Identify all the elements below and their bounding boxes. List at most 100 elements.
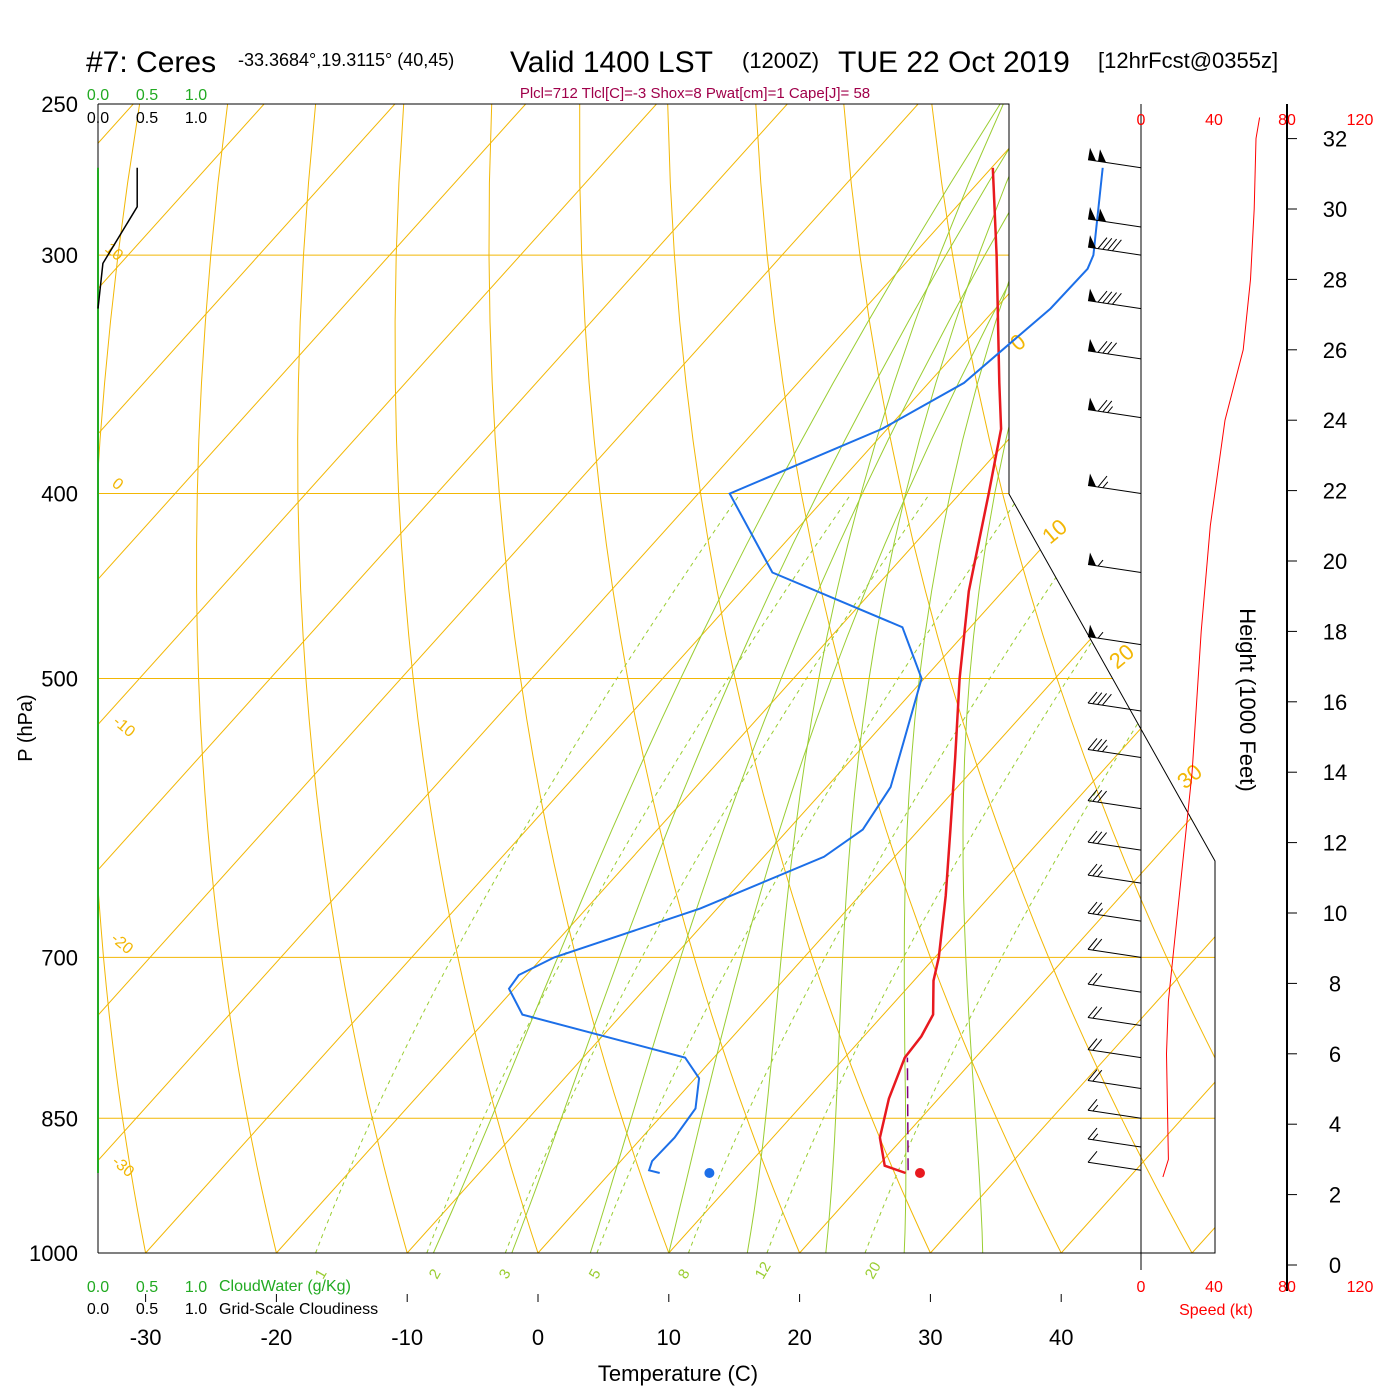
wind-barb-flag — [1088, 624, 1096, 638]
isotherm-label: -20 — [107, 930, 136, 958]
wind-barb-full — [1097, 790, 1107, 803]
cloudwater-label: CloudWater (g/Kg) — [219, 1278, 351, 1295]
wind-barb-half — [1107, 406, 1113, 413]
height-tick-label: 18 — [1323, 619, 1347, 644]
wind-speed-profile-line — [1162, 117, 1261, 1178]
speed-tick-label: 40 — [1205, 1279, 1223, 1296]
dry-adiabat-line — [843, 104, 1193, 1253]
wind-barb-full — [1092, 1069, 1103, 1082]
dry-adiabat-line — [1372, 104, 1400, 1253]
wind-barbs — [1087, 147, 1142, 1171]
wind-barb-full — [1087, 1006, 1098, 1018]
wind-barb-flag — [1098, 208, 1106, 222]
wind-barb-shaft — [1087, 1080, 1142, 1090]
moist-adiabat-line — [825, 104, 1040, 1253]
wind-barb-full — [1092, 864, 1103, 877]
wind-barb-full — [1092, 738, 1103, 751]
speed-tick-label: 80 — [1278, 1279, 1296, 1296]
wind-barb-full — [1097, 739, 1107, 752]
speed-axis-label: Speed (kt) — [1179, 1302, 1253, 1319]
wind-barb-full — [1097, 832, 1107, 844]
wind-barb-full — [1092, 1039, 1103, 1051]
cloudwater-tick-label: 0.5 — [136, 1279, 158, 1296]
indices-line: Plcl=712 Tlcl[C]=-3 Shox=8 Pwat[cm]=1 Ca… — [520, 85, 870, 102]
height-tick-label: 6 — [1329, 1042, 1341, 1067]
isotherm-label: 10 — [1037, 514, 1072, 549]
wind-barb-half — [1097, 870, 1103, 877]
wind-barb-full — [1097, 399, 1108, 412]
station-title: #7: Ceres — [86, 46, 216, 79]
wind-barb-shaft — [1087, 159, 1142, 169]
wind-barb-shaft — [1087, 1161, 1142, 1171]
wind-barb-full — [1087, 1098, 1098, 1111]
wind-barb-full — [1087, 1038, 1098, 1050]
wind-barb-flag — [1088, 397, 1096, 411]
cloudwater-tick-label: 0.0 — [87, 87, 109, 104]
height-tick-label: 30 — [1323, 197, 1347, 222]
header: #7: Ceres -33.3684°,19.3115° (40,45) Val… — [86, 46, 1278, 102]
wind-barb-shaft — [1087, 300, 1142, 310]
wind-barb-full — [1112, 239, 1122, 252]
dry-adiabat-line — [98, 104, 147, 1253]
speed-tick-label: 120 — [1347, 1279, 1374, 1296]
mixing-ratio-label: 5 — [586, 1266, 605, 1282]
dry-adiabat-line — [297, 104, 408, 1253]
profiles — [97, 167, 1104, 1179]
wind-barb-full — [1092, 1006, 1103, 1019]
wind-barb-full — [1097, 341, 1108, 353]
height-tick-label: 32 — [1323, 127, 1347, 152]
surface-dewpoint-marker — [704, 1168, 715, 1179]
wind-barb-full — [1087, 830, 1098, 843]
wind-barb-full — [1087, 1150, 1098, 1163]
height-tick-label: 12 — [1323, 831, 1347, 856]
temperature-tick-label: -20 — [261, 1325, 293, 1350]
wind-barb-shaft — [1087, 800, 1142, 810]
pressure-tick-label: 500 — [41, 667, 78, 692]
wind-barb-full — [1107, 238, 1117, 251]
wind-barb-flag — [1098, 149, 1106, 163]
wind-barb-full — [1102, 291, 1113, 304]
cloudwater-tick-label: 1.0 — [185, 87, 207, 104]
wind-barb-half — [1092, 1133, 1099, 1141]
wind-barb-full — [1087, 691, 1098, 704]
moist-adiabat-line — [511, 104, 1037, 1253]
wind-barb-shaft — [1087, 749, 1142, 758]
cloudwater-tick-label: 0.0 — [87, 1279, 109, 1296]
wind-barb-full — [1087, 1069, 1098, 1081]
wind-barb-shaft — [1087, 702, 1142, 712]
mixing-ratio-line — [596, 493, 1022, 1253]
isotherm-line — [0, 104, 3, 1253]
isotherm-label: -30 — [108, 1153, 137, 1181]
wind-barb-full — [1097, 290, 1108, 303]
pressure-tick-label: 1000 — [29, 1241, 78, 1266]
temperature-tick-label: -30 — [130, 1325, 162, 1350]
cloudwater-tick-label: 1.0 — [185, 1279, 207, 1296]
speed-tick-label: 80 — [1278, 112, 1296, 129]
wind-barb-full — [1102, 341, 1113, 354]
pressure-tick-label: 400 — [41, 482, 78, 507]
wind-barb-shaft — [1087, 485, 1142, 495]
wind-barb-shaft — [1087, 1049, 1142, 1059]
height-tick-label: 2 — [1329, 1183, 1341, 1208]
wind-barb-full — [1102, 238, 1113, 250]
mixing-ratio-label: 8 — [675, 1266, 694, 1282]
temperature-tick-label: 20 — [787, 1325, 811, 1350]
wind-barb-shaft — [1087, 983, 1142, 993]
height-tick-label: 22 — [1323, 479, 1347, 504]
wind-barb-flag — [1088, 338, 1096, 352]
wind-barb-flag — [1088, 552, 1096, 566]
wind-barb-shaft — [1087, 1017, 1142, 1027]
wind-barb-full — [1087, 789, 1098, 801]
axes: 0.0 0.0 0.0 0.0 0.5 0.5 0.5 0.5 1.0 1.0 1.0 1.0 -30 -… — [87, 87, 1074, 1350]
height-tick-label: 0 — [1329, 1253, 1341, 1278]
isotherm-label: 20 — [1104, 639, 1139, 674]
speed-tick-label: 0 — [1137, 1279, 1146, 1296]
height-tick-label: 28 — [1323, 267, 1347, 292]
utc-time: (1200Z) — [742, 48, 819, 73]
height-tick-label: 14 — [1323, 760, 1347, 785]
station-coords: -33.3684°,19.3115° (40,45) — [238, 50, 454, 70]
parcel-path-line — [906, 1057, 909, 1171]
mixing-ratio-label: 20 — [862, 1259, 885, 1282]
